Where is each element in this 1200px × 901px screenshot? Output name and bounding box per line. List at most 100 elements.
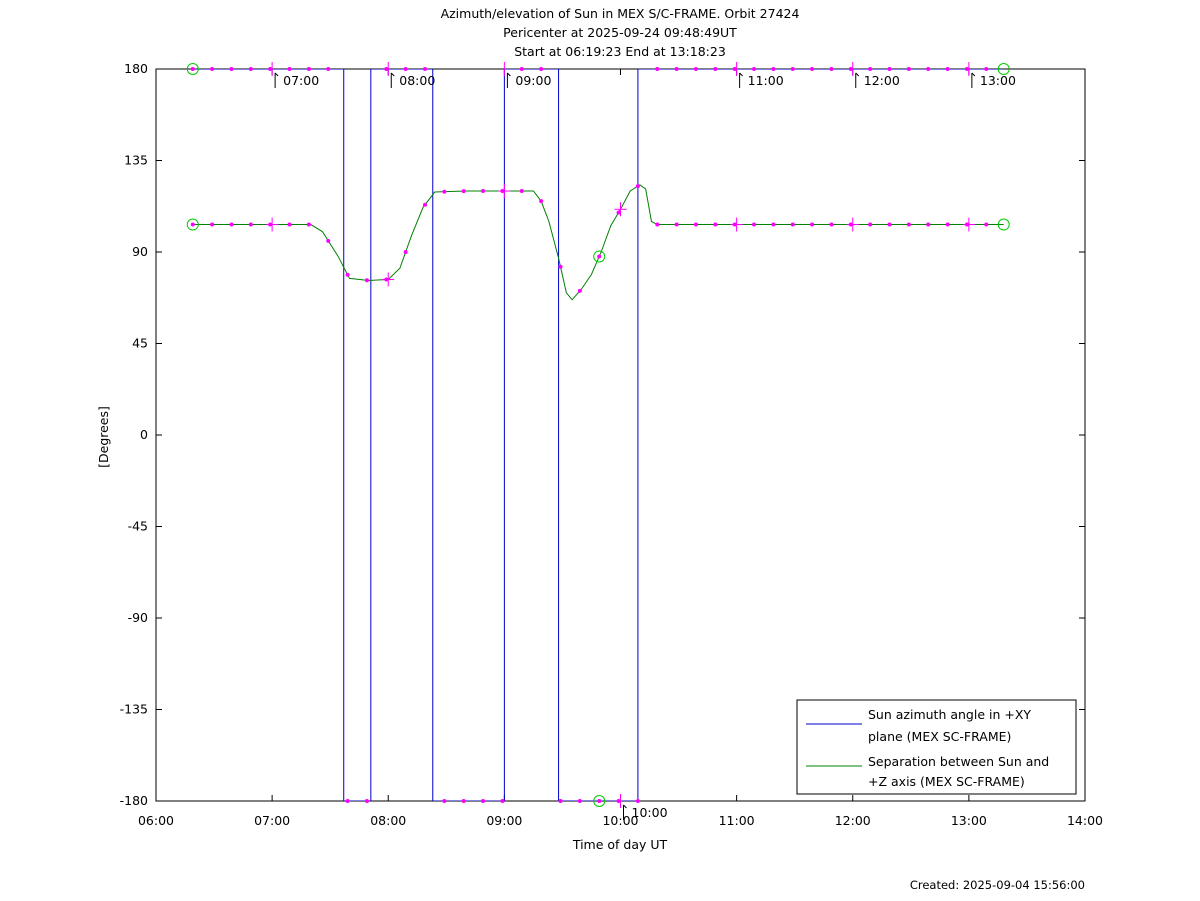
hour-arrow-5 <box>855 72 860 77</box>
sample-marker-5 <box>287 67 292 71</box>
y-tick-label-2: 90 <box>132 244 148 259</box>
sample-marker-72 <box>771 222 776 227</box>
sample-marker-23 <box>635 799 640 803</box>
marker-layer <box>186 63 1010 807</box>
sample-marker-81 <box>945 222 950 227</box>
sample-marker-53 <box>403 250 408 254</box>
series-line-0 <box>192 69 1004 801</box>
sample-marker-4 <box>268 67 273 71</box>
sample-marker-27 <box>713 67 718 71</box>
sample-marker-1 <box>210 67 215 71</box>
y-tick-label-6: -90 <box>128 610 148 625</box>
y-tick-label-4: 0 <box>140 427 148 442</box>
sample-marker-33 <box>829 67 834 71</box>
sample-marker-41 <box>984 67 989 71</box>
sample-marker-47 <box>287 222 292 227</box>
sample-marker-83 <box>984 222 989 227</box>
sample-marker-14 <box>461 799 466 803</box>
sample-marker-63 <box>597 254 602 259</box>
sample-marker-15 <box>481 799 486 803</box>
sample-marker-77 <box>868 222 873 227</box>
sample-marker-74 <box>810 222 815 227</box>
sample-marker-65 <box>635 184 640 189</box>
sample-marker-64 <box>616 210 621 215</box>
x-tick-label-4: 10:00 <box>602 813 638 828</box>
sample-marker-71 <box>752 222 757 227</box>
sample-marker-80 <box>926 222 931 227</box>
sample-marker-73 <box>790 222 795 227</box>
sample-marker-40 <box>964 67 969 71</box>
x-tick-label-6: 12:00 <box>835 813 871 828</box>
hour-label-2: 09:00 <box>515 73 551 88</box>
title-line-1: Azimuth/elevation of Sun in MEX S/C-FRAM… <box>441 6 800 21</box>
legend-box <box>796 699 1077 795</box>
legend-separation-line-2: +Z axis (MEX SC-FRAME) <box>868 774 1025 789</box>
series-line-1 <box>192 184 1004 301</box>
sample-marker-48 <box>306 222 311 227</box>
endpoint-ring-0-1 <box>997 63 1010 75</box>
sample-marker-56 <box>461 189 466 194</box>
y-tick-label-5: -45 <box>128 519 148 534</box>
hour-label-1: 08:00 <box>399 73 435 88</box>
sample-marker-3 <box>248 67 253 71</box>
hour-label-3: 10:00 <box>632 805 668 820</box>
hour-arrow-6 <box>971 72 976 77</box>
sample-marker-30 <box>771 67 776 71</box>
sample-marker-43 <box>210 222 215 227</box>
pericenter-ring-0 <box>593 795 606 807</box>
sample-marker-21 <box>597 799 602 803</box>
hour-label-4: 11:00 <box>748 73 784 88</box>
legend-azimuth-line-2: plane (MEX SC-FRAME) <box>868 729 1011 744</box>
sample-marker-7 <box>326 67 331 71</box>
sample-marker-78 <box>887 222 892 227</box>
sample-marker-37 <box>906 67 911 71</box>
legend-azimuth-line-1: Sun azimuth angle in +XY <box>868 707 1031 722</box>
sample-marker-18 <box>539 67 544 71</box>
sample-marker-28 <box>732 67 737 71</box>
y-axis: 180 135 90 45 0 -45 -90 -135 -180 <box>120 61 1085 808</box>
sample-marker-49 <box>326 238 331 243</box>
hour-label-0: 07:00 <box>283 73 319 88</box>
sample-marker-16 <box>500 799 505 803</box>
sample-marker-0 <box>190 67 195 71</box>
y-tick-label-0: 180 <box>124 61 148 76</box>
hour-arrow-2 <box>507 72 511 77</box>
sample-marker-29 <box>752 67 757 71</box>
sample-marker-51 <box>364 278 369 283</box>
sample-marker-45 <box>248 222 253 227</box>
sample-marker-44 <box>229 222 234 227</box>
x-tick-label-2: 08:00 <box>370 813 406 828</box>
sample-marker-39 <box>945 67 950 71</box>
sample-marker-50 <box>345 272 350 277</box>
title-line-2: Pericenter at 2025-09-24 09:48:49UT <box>503 25 737 40</box>
sample-marker-79 <box>906 222 911 227</box>
hour-label-6: 13:00 <box>980 73 1016 88</box>
series-layer <box>192 69 1004 801</box>
sample-marker-62 <box>577 288 582 293</box>
sample-marker-26 <box>693 67 698 71</box>
hour-arrow-1 <box>390 72 395 77</box>
y-axis-label: [Degrees] <box>96 406 111 468</box>
sample-marker-12 <box>423 67 428 71</box>
legend-separation-line-1: Separation between Sun and <box>868 754 1049 769</box>
pericenter-ring-1 <box>593 250 606 263</box>
sample-marker-66 <box>655 222 660 227</box>
endpoint-ring-1-1 <box>997 218 1010 231</box>
x-tick-label-3: 09:00 <box>486 813 522 828</box>
sample-marker-60 <box>539 199 544 204</box>
sample-marker-6 <box>306 67 311 71</box>
title-line-3: Start at 06:19:23 End at 13:18:23 <box>514 44 726 59</box>
sample-marker-10 <box>384 67 389 71</box>
legend: Sun azimuth angle in +XY plane (MEX SC-F… <box>796 699 1077 795</box>
sample-marker-61 <box>558 264 563 269</box>
sample-marker-19 <box>558 799 563 803</box>
sample-marker-2 <box>229 67 234 71</box>
sample-marker-13 <box>442 799 447 803</box>
sample-marker-69 <box>713 222 718 227</box>
chart-title: Azimuth/elevation of Sun in MEX S/C-FRAM… <box>441 6 800 59</box>
sample-marker-20 <box>577 799 582 803</box>
sample-marker-24 <box>655 67 660 71</box>
hour-arrow-4 <box>739 72 743 77</box>
x-axis: 06:00 07:00 08:00 09:00 10:00 11:00 12:00 13:00… <box>138 69 1103 828</box>
x-tick-label-0: 06:00 <box>138 813 174 828</box>
